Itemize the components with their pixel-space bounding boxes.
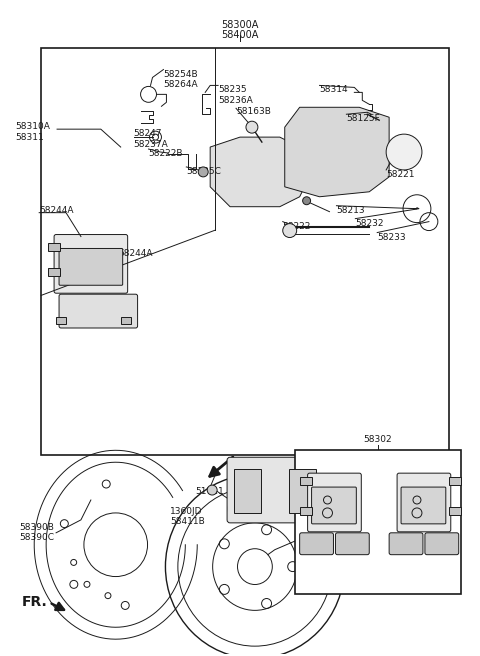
Text: 58314: 58314 <box>320 85 348 94</box>
FancyBboxPatch shape <box>54 235 128 293</box>
Text: 58232: 58232 <box>355 218 384 228</box>
Bar <box>48 268 60 276</box>
Text: 58213: 58213 <box>336 206 365 215</box>
FancyBboxPatch shape <box>227 457 323 523</box>
Text: 58233: 58233 <box>377 233 406 241</box>
Text: 58254B
58264A: 58254B 58264A <box>164 70 198 89</box>
Text: 58244A: 58244A <box>386 467 420 476</box>
Polygon shape <box>285 108 389 197</box>
Text: 58125C: 58125C <box>186 167 221 176</box>
Text: 58244A: 58244A <box>119 249 153 258</box>
Text: 58400A: 58400A <box>221 30 259 40</box>
FancyBboxPatch shape <box>336 533 369 555</box>
Text: 58244A: 58244A <box>404 569 439 579</box>
FancyBboxPatch shape <box>425 533 459 555</box>
Circle shape <box>246 121 258 133</box>
FancyBboxPatch shape <box>312 487 356 524</box>
Bar <box>449 477 461 485</box>
Text: 58300A: 58300A <box>221 20 259 30</box>
Text: 58244A: 58244A <box>298 565 332 573</box>
Bar <box>300 477 312 485</box>
Text: 51711: 51711 <box>195 487 224 496</box>
Bar <box>41 48 449 455</box>
Text: 58125F: 58125F <box>347 114 380 123</box>
FancyBboxPatch shape <box>308 473 361 532</box>
Bar <box>295 450 461 594</box>
Bar <box>363 111 375 121</box>
Text: 58244A: 58244A <box>39 206 73 215</box>
FancyBboxPatch shape <box>288 469 315 513</box>
Polygon shape <box>210 137 310 207</box>
FancyBboxPatch shape <box>300 533 334 555</box>
Text: 58163B: 58163B <box>236 108 271 116</box>
Text: 58222: 58222 <box>283 222 311 231</box>
Text: 1220FS: 1220FS <box>360 525 393 534</box>
Bar <box>56 317 66 324</box>
Circle shape <box>302 197 311 205</box>
FancyBboxPatch shape <box>401 487 446 524</box>
Circle shape <box>207 485 217 495</box>
FancyBboxPatch shape <box>59 249 123 285</box>
FancyBboxPatch shape <box>389 533 423 555</box>
Circle shape <box>198 167 208 177</box>
Text: 58310A
58311: 58310A 58311 <box>15 122 50 142</box>
FancyBboxPatch shape <box>59 294 138 328</box>
Text: FR.: FR. <box>21 596 47 609</box>
Circle shape <box>283 224 297 237</box>
Text: 58390B
58390C: 58390B 58390C <box>19 523 54 543</box>
Bar <box>48 243 60 251</box>
Bar <box>300 507 312 515</box>
Text: 58302: 58302 <box>363 436 392 444</box>
Bar <box>120 317 131 324</box>
Text: 58247
58237A: 58247 58237A <box>133 129 168 148</box>
Text: 58244A: 58244A <box>298 467 332 476</box>
FancyBboxPatch shape <box>234 469 261 513</box>
Text: 58222B: 58222B <box>148 149 183 158</box>
Circle shape <box>386 134 422 170</box>
Bar <box>449 507 461 515</box>
Text: 58221: 58221 <box>386 170 415 179</box>
Text: 58235
58236A: 58235 58236A <box>218 85 253 105</box>
Text: 1360JD
58411B: 1360JD 58411B <box>170 507 205 526</box>
FancyBboxPatch shape <box>397 473 451 532</box>
